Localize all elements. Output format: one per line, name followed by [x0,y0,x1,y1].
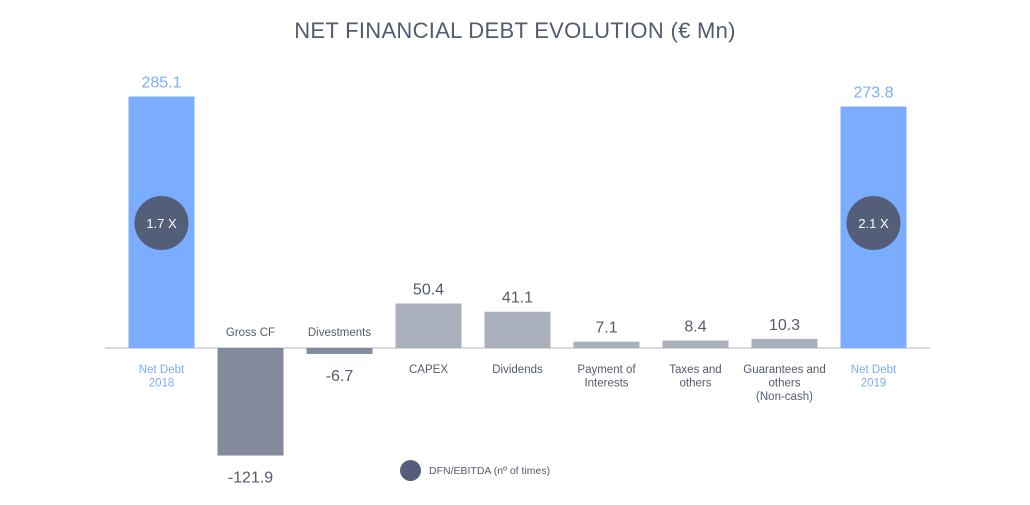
category-label-4: Dividends [492,364,543,376]
legend-label: DFN/EBITDA (nº of times) [429,464,551,477]
bar-4 [484,311,551,348]
category-label-7: Guarantees and others (Non-cash) [743,364,825,403]
ratio-badge-1 [846,196,901,250]
category-label-line: Interests [584,378,628,390]
category-label-line: (Non-cash) [756,391,813,403]
bar-1 [217,348,284,456]
bar-3 [395,303,462,348]
legend: DFN/EBITDA (nº of times) [400,460,550,481]
value-label-2: -6.7 [326,368,354,385]
category-label-6: Taxes and others [669,364,721,390]
value-label-8: 273.8 [853,85,893,102]
category-label-line: Net Debt [851,364,897,376]
value-label-1: -121.9 [228,470,273,487]
category-label-line: Taxes and [669,364,721,376]
category-label-line: 2018 [149,378,175,390]
category-label-line: Dividends [492,364,543,376]
category-label-line: Divestments [308,327,372,339]
bar-2 [306,348,373,354]
category-label-line: Net Debt [139,364,185,376]
category-label-0: Net Debt 2018 [139,364,185,390]
value-label-4: 41.1 [502,290,533,307]
category-label-line: Gross CF [226,327,275,339]
value-label-0: 285.1 [141,75,181,92]
category-label-5: Payment of Interests [577,364,636,390]
category-label-line: CAPEX [409,364,448,376]
value-label-3: 50.4 [413,282,444,299]
value-label-7: 10.3 [769,317,800,334]
legend-swatch [400,460,421,481]
ratio-badge-label-1: 2.1 X [858,216,889,231]
category-label-line: Payment of [577,364,636,376]
bar-6 [662,340,729,348]
bar-7 [751,338,818,348]
chart-title: NET FINANCIAL DEBT EVOLUTION (€ Mn) [294,18,736,43]
category-label-line: others [680,378,712,390]
category-label-8: Net Debt 2019 [851,364,897,390]
category-label-line: 2019 [861,378,887,390]
value-label-5: 7.1 [595,320,617,337]
category-label-3: CAPEX [409,364,448,376]
category-label-line: Guarantees and [743,364,825,376]
ratio-badge-0 [134,196,189,250]
ratio-badge-label-0: 1.7 X [146,216,177,231]
category-label-2: Divestments [308,327,372,339]
value-label-6: 8.4 [684,319,706,336]
bar-5 [573,341,640,348]
category-label-line: others [769,378,801,390]
category-label-1: Gross CF [226,327,275,339]
